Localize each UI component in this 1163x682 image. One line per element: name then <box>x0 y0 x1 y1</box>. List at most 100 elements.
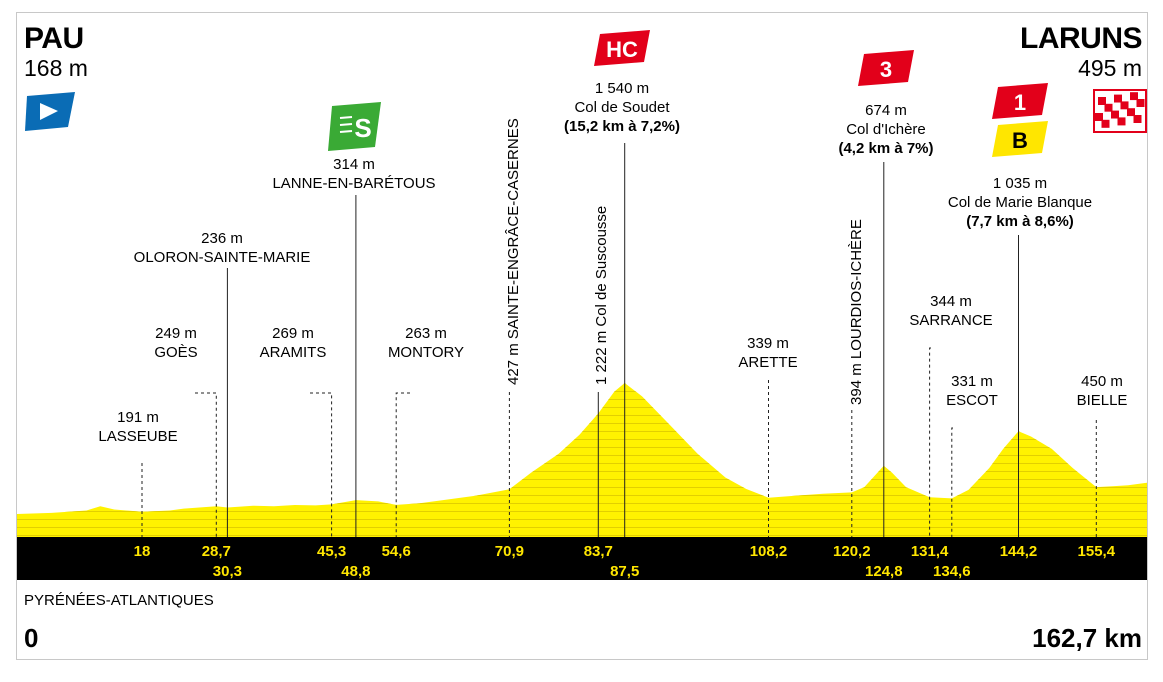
waypoint-name: Col de Suscousse <box>593 206 610 327</box>
checker-square <box>1103 111 1111 120</box>
waypoint-altitude: 191 m <box>117 409 159 426</box>
finish-town: LARUNS <box>1020 22 1142 55</box>
checker-square <box>1109 118 1118 127</box>
waypoint-labels: 191 m LASSEUBE 249 m GOÈS 236 m OLORON-SAINTE… <box>98 30 1127 537</box>
waypoint: 450 m BIELLE <box>1077 373 1128 537</box>
km-end: 162,7 km <box>1032 623 1142 653</box>
km-label: 54,6 <box>382 543 411 560</box>
checker-square <box>1138 91 1146 99</box>
waypoint-altitude: 674 m <box>865 102 907 119</box>
checker-square <box>1130 92 1138 101</box>
km-label: 155,4 <box>1078 543 1116 560</box>
km-label: 120,2 <box>833 543 871 560</box>
guide-line <box>195 392 217 537</box>
guide-line <box>310 392 333 537</box>
km-band <box>17 537 1147 580</box>
waypoint: 344 m SARRANCE <box>909 293 993 537</box>
waypoint-altitude: 269 m <box>272 325 314 342</box>
checker-square <box>1117 117 1126 126</box>
waypoint-label-rotated: 394 m LOURDIOS-ICHÈRE <box>848 219 865 405</box>
waypoint-altitude: 344 m <box>930 293 972 310</box>
sprint-label: S <box>354 113 371 143</box>
waypoint-altitude: 1 035 m <box>993 175 1047 192</box>
waypoint: 249 m GOÈS <box>154 325 217 537</box>
badge-label: 3 <box>880 57 892 82</box>
waypoint-altitude: 236 m <box>201 230 243 247</box>
waypoint-altitude: 339 m <box>747 335 789 352</box>
km-label: 83,7 <box>584 543 613 560</box>
guide-line <box>929 347 931 537</box>
bonus-badge-label: B <box>1012 128 1028 153</box>
profile-area <box>17 383 1147 537</box>
waypoint-altitude: 1 222 m <box>593 327 610 385</box>
start-town: PAU <box>24 22 84 55</box>
checker-square <box>1119 109 1127 118</box>
km-markers: 18 28,7 30,3 45,3 48,8 54,6 70,9 83,7 87,5 108,2 1… <box>134 543 1116 580</box>
waypoint-altitude: 331 m <box>951 373 993 390</box>
waypoint-name: ARETTE <box>738 354 797 371</box>
waypoint-altitude: 450 m <box>1081 373 1123 390</box>
badge-label: HC <box>606 37 638 62</box>
checker-square <box>1096 105 1105 113</box>
waypoint-name: Col d'Ichère <box>846 121 926 138</box>
bonus-badge-shape <box>992 121 1048 157</box>
speed-line <box>339 123 353 126</box>
waypoint: 314 m LANNE-EN-BARÉTOUS <box>272 156 436 537</box>
waypoint-name: LASSEUBE <box>98 428 177 445</box>
climb-category-badge: 1B <box>992 83 1048 157</box>
checker-square <box>1112 102 1121 111</box>
waypoint-name: ESCOT <box>946 392 998 409</box>
checker-square <box>1101 119 1110 128</box>
waypoint: 331 m ESCOT <box>946 373 998 537</box>
waypoint: 191 m LASSEUBE <box>98 409 178 537</box>
waypoint: 1 222 m Col de Suscousse <box>593 206 610 537</box>
waypoint-name: BIELLE <box>1077 392 1128 409</box>
km-label: 18 <box>134 543 151 560</box>
checker-square <box>1122 93 1130 102</box>
checker-square <box>1135 107 1143 115</box>
checker-square <box>1104 103 1113 112</box>
km-label: 70,9 <box>495 543 524 560</box>
waypoint-name: OLORON-SAINTE-MARIE <box>134 249 311 266</box>
sprint-badge-shape <box>328 102 381 151</box>
sprint-badge: S <box>328 102 381 151</box>
department-label: PYRÉNÉES-ATLANTIQUES <box>24 592 214 609</box>
km-start: 0 <box>24 623 38 653</box>
waypoint-altitude: 249 m <box>155 325 197 342</box>
climb-detail: (15,2 km à 7,2%) <box>564 118 680 135</box>
km-label: 108,2 <box>750 543 788 560</box>
checker-square <box>1128 100 1137 109</box>
waypoint-altitude: 263 m <box>405 325 447 342</box>
waypoint: 236 m OLORON-SAINTE-MARIE <box>134 230 311 537</box>
waypoint-name: GOÈS <box>154 344 197 361</box>
waypoint-altitude: 427 m <box>505 339 522 385</box>
guide-line <box>951 427 953 537</box>
waypoint: 1 540 m Col de Soudet (15,2 km à 7,2%) HC <box>564 30 680 537</box>
waypoint-name: LANNE-EN-BARÉTOUS <box>272 175 435 192</box>
km-label: 45,3 <box>317 543 346 560</box>
waypoint: 263 m MONTORY <box>388 325 464 537</box>
start-flag-icon <box>25 92 75 131</box>
checker-square <box>1114 94 1122 103</box>
waypoint: 674 m Col d'Ichère (4,2 km à 7%) 3 <box>838 50 934 537</box>
waypoint: 1 035 m Col de Marie Blanque (7,7 km à 8,6… <box>948 83 1092 537</box>
climb-detail: (4,2 km à 7%) <box>838 140 933 157</box>
waypoint-label-rotated: 1 222 m Col de Suscousse <box>593 206 610 385</box>
badge-shape <box>594 30 650 66</box>
speed-line <box>339 130 353 133</box>
profile-hatch <box>17 383 1147 537</box>
climb-detail: (7,7 km à 8,6%) <box>966 213 1074 230</box>
start-altitude: 168 m <box>24 55 88 81</box>
climb-category-badge: 3 <box>858 50 914 86</box>
waypoint-name: Col de Soudet <box>574 99 670 116</box>
km-label: 30,3 <box>213 563 242 580</box>
waypoint-altitude: 314 m <box>333 156 375 173</box>
checker-border <box>1093 89 1147 133</box>
badge-shape <box>858 50 914 86</box>
waypoint-name: ARAMITS <box>260 344 327 361</box>
checker-square <box>1111 110 1119 119</box>
checker-square <box>1098 97 1106 105</box>
km-label: 131,4 <box>911 543 949 560</box>
checker-square <box>1136 99 1145 107</box>
waypoint-name: MONTORY <box>388 344 464 361</box>
